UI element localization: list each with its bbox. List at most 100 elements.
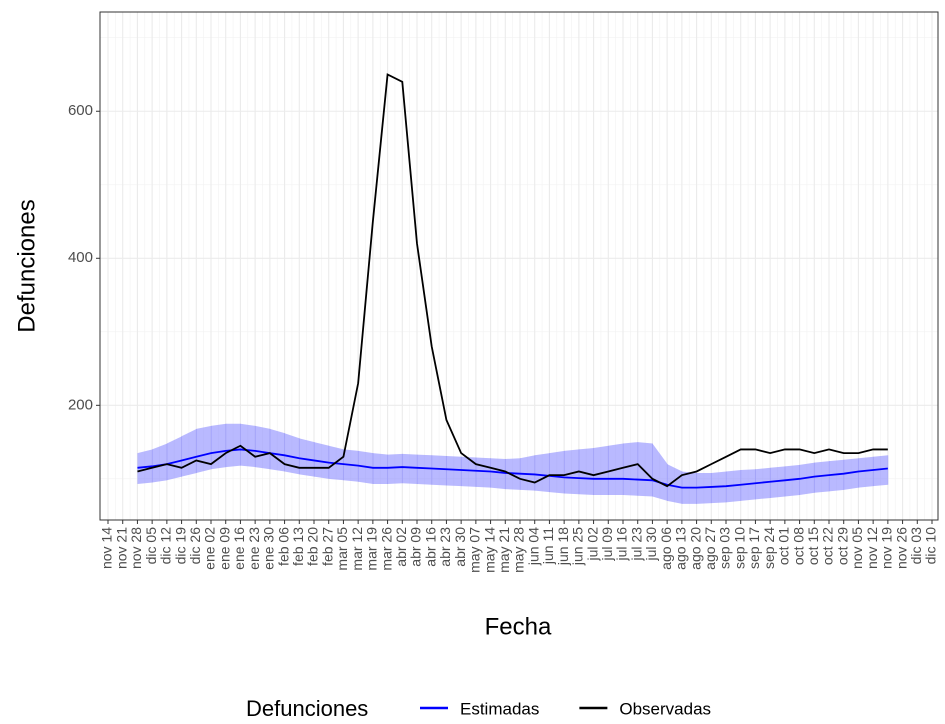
confidence-band <box>152 443 168 483</box>
confidence-band <box>490 458 506 490</box>
x-tick-label: ene 16 <box>231 527 247 570</box>
series-line <box>137 73 888 488</box>
x-tick-label: nov 19 <box>879 527 895 569</box>
x-tick-label: abr 23 <box>437 527 453 567</box>
x-tick-label: mar 19 <box>364 527 380 571</box>
confidence-band <box>623 442 639 496</box>
x-axis-title: Fecha <box>485 613 552 640</box>
confidence-band <box>196 425 212 473</box>
confidence-band <box>873 455 889 487</box>
confidence-band <box>475 457 491 488</box>
x-tick-label: jul 09 <box>599 527 615 562</box>
x-tick-label: jun 18 <box>555 527 571 566</box>
confidence-band <box>829 459 845 492</box>
confidence-band <box>799 462 815 496</box>
confidence-band <box>166 436 182 481</box>
confidence-band <box>667 464 683 504</box>
x-tick-label: dic 05 <box>143 527 159 565</box>
x-tick-label: nov 05 <box>849 527 865 569</box>
confidence-band <box>314 442 330 479</box>
series-line <box>137 448 888 489</box>
x-tick-label: dic 10 <box>923 527 939 565</box>
confidence-band <box>269 428 285 472</box>
confidence-band <box>843 458 859 490</box>
x-tick-label: ago 13 <box>673 527 689 570</box>
confidence-band <box>652 443 668 501</box>
x-tick-label: ago 06 <box>658 527 674 570</box>
confidence-band <box>564 449 580 495</box>
confidence-band <box>740 469 756 501</box>
x-tick-label: jul 30 <box>643 527 659 562</box>
x-tick-label: ene 02 <box>202 527 218 570</box>
x-tick-label: nov 12 <box>864 527 880 569</box>
x-tick-label: feb 06 <box>275 527 291 566</box>
x-tick-label: may 07 <box>467 527 483 573</box>
x-tick-label: nov 21 <box>113 527 129 569</box>
x-tick-label: nov 14 <box>99 527 115 569</box>
legend-title: Defunciones <box>246 696 368 721</box>
x-tick-label: sep 03 <box>717 527 733 569</box>
x-tick-label: jul 23 <box>628 527 644 562</box>
x-tick-label: mar 12 <box>349 527 365 571</box>
x-tick-label: nov 26 <box>893 527 909 569</box>
x-tick-label: oct 15 <box>805 527 821 565</box>
confidence-band <box>814 461 830 493</box>
confidence-band <box>446 456 462 487</box>
confidence-band <box>299 438 315 477</box>
confidence-band <box>755 467 771 500</box>
x-tick-label: abr 02 <box>393 527 409 567</box>
confidence-band <box>417 454 433 485</box>
x-tick-label: jun 04 <box>525 527 541 566</box>
x-tick-label: jul 16 <box>614 527 630 562</box>
confidence-band <box>784 464 800 497</box>
x-tick-label: jul 02 <box>584 527 600 562</box>
x-tick-label: may 14 <box>481 527 497 573</box>
confidence-band <box>549 450 565 494</box>
x-tick-label: oct 29 <box>834 527 850 565</box>
legend-label: Estimadas <box>460 699 539 718</box>
confidence-band <box>461 456 477 487</box>
legend-label: Observadas <box>619 699 711 718</box>
confidence-band <box>402 453 418 484</box>
confidence-band <box>534 453 550 493</box>
x-tick-label: jun 11 <box>540 527 556 565</box>
confidence-band <box>858 456 874 488</box>
x-tick-label: ene 23 <box>246 527 262 570</box>
x-tick-label: abr 09 <box>408 527 424 567</box>
x-tick-label: ene 30 <box>261 527 277 570</box>
x-tick-label: abr 16 <box>422 527 438 567</box>
y-tick-label: 600 <box>68 102 93 119</box>
x-tick-label: sep 10 <box>731 527 747 569</box>
confidence-band <box>211 423 227 470</box>
x-tick-label: ago 20 <box>687 527 703 570</box>
x-tick-label: ago 27 <box>702 527 718 570</box>
x-tick-label: oct 22 <box>820 527 836 565</box>
confidence-band <box>593 445 609 496</box>
confidence-band <box>240 423 256 468</box>
y-axis-title: Defunciones <box>13 199 40 332</box>
confidence-band <box>578 447 594 496</box>
x-tick-label: jun 25 <box>570 527 586 566</box>
confidence-band <box>225 423 241 468</box>
x-tick-label: feb 20 <box>305 527 321 566</box>
x-tick-label: dic 03 <box>908 527 924 565</box>
confidence-band <box>431 455 447 486</box>
x-tick-label: feb 13 <box>290 527 306 566</box>
x-tick-label: feb 27 <box>319 527 335 566</box>
x-tick-label: sep 24 <box>761 527 777 569</box>
x-tick-label: dic 26 <box>187 527 203 565</box>
confidence-band <box>770 466 786 498</box>
confidence-band <box>255 425 271 470</box>
confidence-band <box>181 428 197 477</box>
x-tick-label: abr 30 <box>452 527 468 567</box>
x-tick-label: ene 09 <box>216 527 232 570</box>
x-tick-label: dic 19 <box>172 527 188 565</box>
plot-border <box>99 11 939 521</box>
confidence-band <box>696 472 712 504</box>
y-tick-label: 400 <box>68 249 93 266</box>
x-tick-label: mar 05 <box>334 527 350 571</box>
x-tick-label: oct 08 <box>790 527 806 565</box>
x-tick-label: sep 17 <box>746 527 762 569</box>
confidence-band <box>637 442 653 497</box>
